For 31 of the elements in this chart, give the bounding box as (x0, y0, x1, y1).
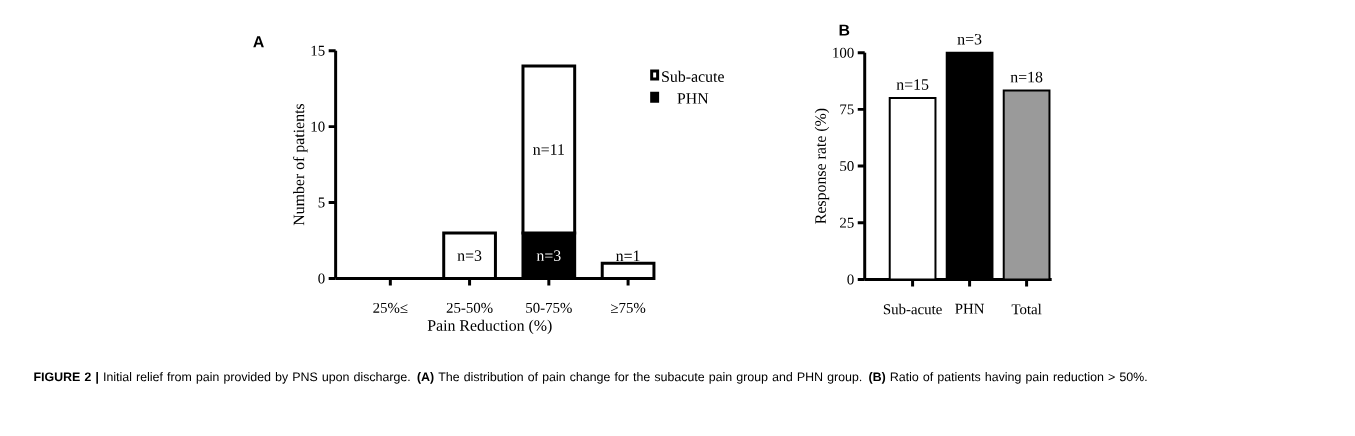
chart-title: B (839, 24, 850, 36)
data-label: n=11 (533, 144, 564, 155)
y-tick-label: 0 (847, 274, 854, 285)
legend-label: PHN (677, 93, 709, 104)
y-tick-label: 5 (318, 197, 325, 208)
y-tick-label: 50 (840, 161, 854, 172)
y-axis-title: Response rate (%) (814, 108, 830, 224)
y-tick-label: 100 (833, 47, 854, 58)
x-tick-label: Total (1011, 304, 1042, 315)
y-tick-label: 0 (318, 273, 325, 284)
y-tick-label: 25 (840, 217, 854, 228)
y-tick-label: 10 (311, 121, 325, 132)
data-label: n=1 (616, 250, 640, 262)
data-label: n=3 (536, 250, 561, 262)
annotation: n=3 (957, 34, 982, 45)
x-tick-label: 25-50% (446, 303, 493, 314)
y-tick-label: 75 (840, 104, 854, 115)
annotation: n=15 (896, 79, 929, 91)
data-label: n=3 (457, 250, 482, 262)
x-tick-label: Sub-acute (883, 304, 942, 315)
text: FIGURE 2 | Initial relief from pain provided by PNS upon discharge. (A) The distribution of pain change for the subacute pain group and PHN group. (B) Ratio of patients having pain reduction > 50%. (34, 372, 1147, 385)
legend-label: Sub-acute (662, 71, 724, 83)
x-tick-label: 50-75% (526, 303, 572, 314)
y-axis-title: Number of patients (292, 104, 308, 226)
y-tick-label: 15 (311, 45, 325, 56)
chart-title: A (253, 36, 264, 48)
x-axis-title: Pain Reduction (%) (427, 319, 552, 335)
x-tick-label: 25%≤ (373, 303, 408, 314)
annotation: n=18 (1010, 71, 1043, 83)
x-tick-label: ≥75% (610, 303, 646, 314)
x-tick-label: PHN (955, 304, 985, 314)
